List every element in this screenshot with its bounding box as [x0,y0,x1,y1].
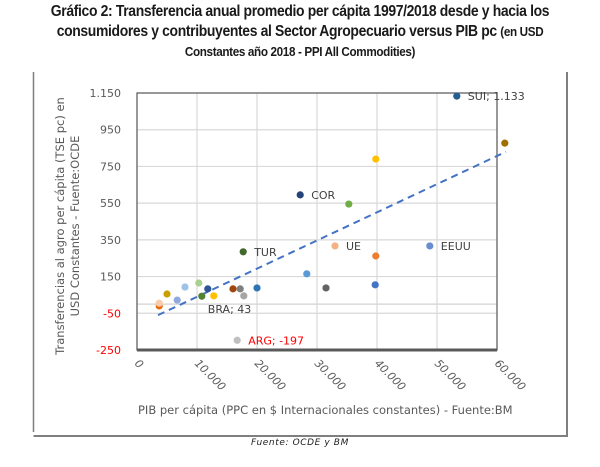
x-tick-label: 60.000 [492,357,528,393]
y-tick-label: 150 [100,271,121,284]
chart-title-line2-small: (en USD [500,24,544,39]
data-label: BRA; 43 [208,303,251,316]
data-point [229,285,237,293]
data-point [155,299,163,307]
y-axis-label-line2: USD Constantes - Fuente:OCDE [68,136,82,317]
x-tick-label: 50.000 [432,357,468,393]
data-point [173,296,181,304]
x-tick-label: 0 [132,357,146,371]
y-tick-label: 550 [100,197,121,210]
data-point [371,281,379,289]
data-point [210,292,218,300]
data-point [322,284,330,292]
x-tick-label: 10.000 [192,357,228,393]
data-point [195,279,203,287]
data-labels: SUI; 1.133 COR TUR UE EEUU BRA; 43 ARG; -197 [208,90,525,347]
data-point [501,139,509,147]
data-point [296,191,304,199]
data-point [239,248,247,256]
data-point [372,155,380,163]
data-points [155,92,509,344]
data-label: COR [311,189,335,202]
y-tick-label: 1.150 [90,87,122,100]
y-tick-label: 350 [100,234,121,247]
data-point [236,285,244,293]
data-point [233,336,241,344]
y-tick-label: 950 [100,124,121,137]
data-point [204,285,212,293]
data-point [426,242,434,250]
y-axis-label-line1: Transferencias al agro per cápita (TSE p… [53,97,67,356]
chart-title-line3: Constantes año 2018 - PPI All Commoditie… [184,44,416,59]
x-tick-label: 40.000 [372,357,408,393]
data-label: UE [346,240,361,253]
y-tick-label: -250 [96,344,121,357]
data-point [181,283,189,291]
source-note: Fuente: OCDE y BM [251,438,349,448]
data-point [163,290,171,298]
data-point [240,292,248,300]
gridlines [136,92,498,351]
data-point [253,284,261,292]
chart-title-line2: consumidores y contribuyentes al Sector … [30,22,570,42]
data-point [345,200,353,208]
data-point [198,292,206,300]
y-tick-label: -50 [103,307,121,320]
y-tick-label: 750 [100,160,121,173]
data-label: TUR [253,246,277,259]
data-label: ARG; -197 [248,334,304,347]
chart-title-line2-main: consumidores y contribuyentes al Sector … [56,23,497,40]
data-point [372,252,380,260]
x-tick-label: 20.000 [252,357,288,393]
x-tick-label: 30.000 [312,357,348,393]
y-axis-ticks: 1.150 950 750 550 350 150 -50 -250 [90,87,122,357]
x-axis-label: PIB per cápita (PPC en $ Internacionales… [138,403,513,417]
data-label: EEUU [441,240,471,253]
chart-title-line1: Gráfico 2: Transferencia anual promedio … [50,3,550,20]
x-axis-ticks: 0 10.000 20.000 30.000 40.000 50.000 60.000 [132,357,528,393]
chart-title: Gráfico 2: Transferencia anual promedio … [30,2,570,62]
data-point [453,92,461,100]
data-label: SUI; 1.133 [468,90,525,103]
trendline [157,150,507,317]
data-point [331,242,339,250]
data-point [303,270,311,278]
